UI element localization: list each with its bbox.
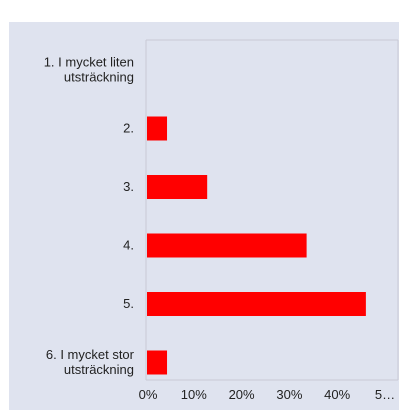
chart-frame [9,22,399,410]
x-tick-label-0: 0% [139,387,158,402]
x-tick-label-3: 30% [276,387,302,402]
category-label-6-line-1: 6. I mycket stor [46,347,135,362]
bar-6 [147,350,168,375]
bar-2 [147,116,168,141]
bar-4 [147,233,307,258]
x-tick-label-1: 10% [181,387,207,402]
category-label-5: 5. [123,296,134,311]
category-label-1-line-2: utsträckning [64,70,134,85]
category-label-1-line-1: 1. I mycket liten [44,55,134,70]
x-tick-label-2: 20% [229,387,255,402]
bar-3 [147,175,208,199]
category-label-3: 3. [123,179,134,194]
x-tick-label-4: 40% [324,387,350,402]
category-label-2: 2. [123,121,134,136]
bar-5 [147,292,366,316]
category-label-6-line-2: utsträckning [64,362,134,377]
x-tick-label-5: 5… [375,387,395,402]
category-label-4: 4. [123,238,134,253]
